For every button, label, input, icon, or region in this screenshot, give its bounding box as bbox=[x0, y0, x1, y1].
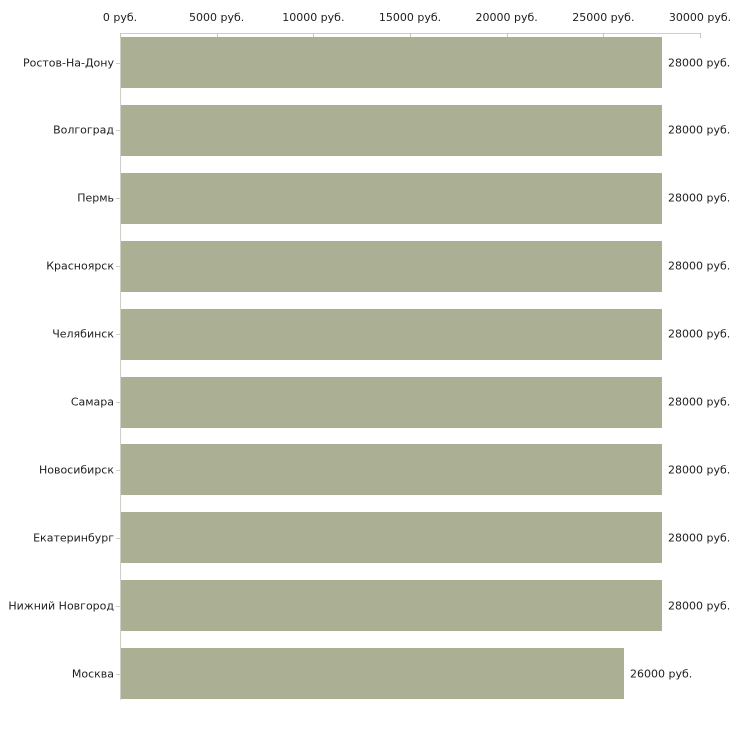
y-axis-tick-mark bbox=[116, 130, 120, 131]
bar-4 bbox=[121, 241, 662, 292]
category-label: Самара bbox=[70, 395, 114, 409]
bar-5 bbox=[121, 309, 662, 360]
x-axis-tick-mark bbox=[120, 33, 121, 38]
y-axis-tick-mark bbox=[116, 198, 120, 199]
x-axis-tick-mark bbox=[313, 33, 315, 38]
x-axis-tick-mark bbox=[506, 33, 508, 38]
x-axis-tick-label: 5000 руб. bbox=[189, 11, 245, 24]
y-axis-tick-mark bbox=[116, 538, 120, 539]
x-axis-tick-label: 20000 руб. bbox=[475, 11, 538, 24]
bar-8 bbox=[121, 512, 662, 563]
value-label: 28000 руб. bbox=[668, 56, 730, 70]
x-axis-tick-mark bbox=[700, 33, 701, 38]
category-label: Новосибирск bbox=[38, 463, 114, 477]
y-axis-tick-mark bbox=[116, 606, 120, 607]
bar-10 bbox=[121, 648, 624, 699]
x-axis-tick-mark bbox=[410, 33, 411, 38]
x-axis-tick-label: 30000 руб. bbox=[668, 11, 730, 24]
value-label: 28000 руб. bbox=[668, 123, 730, 137]
bar-7 bbox=[121, 444, 662, 495]
y-axis-tick-mark bbox=[116, 63, 120, 64]
value-label: 28000 руб. bbox=[668, 531, 730, 545]
x-axis-tick-label: 25000 руб. bbox=[572, 11, 635, 24]
bar-6 bbox=[121, 377, 662, 428]
category-label: Челябинск bbox=[52, 327, 114, 341]
bar-9 bbox=[121, 580, 662, 631]
category-label: Нижний Новгород bbox=[8, 599, 114, 613]
y-axis-tick-mark bbox=[116, 470, 120, 471]
y-axis-tick-mark bbox=[116, 266, 120, 267]
x-axis-tick-label: 15000 руб. bbox=[378, 11, 442, 24]
y-axis-tick-mark bbox=[116, 402, 120, 403]
category-label: Ростов-На-Дону bbox=[22, 56, 114, 70]
y-axis-tick-mark bbox=[116, 334, 120, 335]
y-axis-line bbox=[120, 33, 121, 700]
bar-3 bbox=[121, 173, 662, 224]
value-label: 28000 руб. bbox=[668, 327, 730, 341]
value-label: 28000 руб. bbox=[668, 463, 730, 477]
x-axis-tick-mark bbox=[216, 33, 218, 38]
value-label: 28000 руб. bbox=[668, 395, 730, 409]
x-axis-tick-mark bbox=[603, 33, 605, 38]
category-label: Пермь bbox=[77, 191, 114, 205]
category-label: Волгоград bbox=[53, 123, 114, 137]
x-axis-tick-label: 0 руб. bbox=[102, 11, 138, 24]
value-label: 26000 руб. bbox=[630, 667, 693, 681]
category-label: Москва bbox=[71, 667, 114, 681]
value-label: 28000 руб. bbox=[668, 191, 730, 205]
x-axis-tick-label: 10000 руб. bbox=[282, 11, 345, 24]
bar-2 bbox=[121, 105, 662, 156]
y-axis-tick-mark bbox=[116, 674, 120, 675]
value-label: 28000 руб. bbox=[668, 259, 730, 273]
value-label: 28000 руб. bbox=[668, 599, 730, 613]
bar-1 bbox=[121, 37, 662, 88]
category-label: Красноярск bbox=[46, 259, 114, 273]
category-label: Екатеринбург bbox=[33, 531, 114, 545]
